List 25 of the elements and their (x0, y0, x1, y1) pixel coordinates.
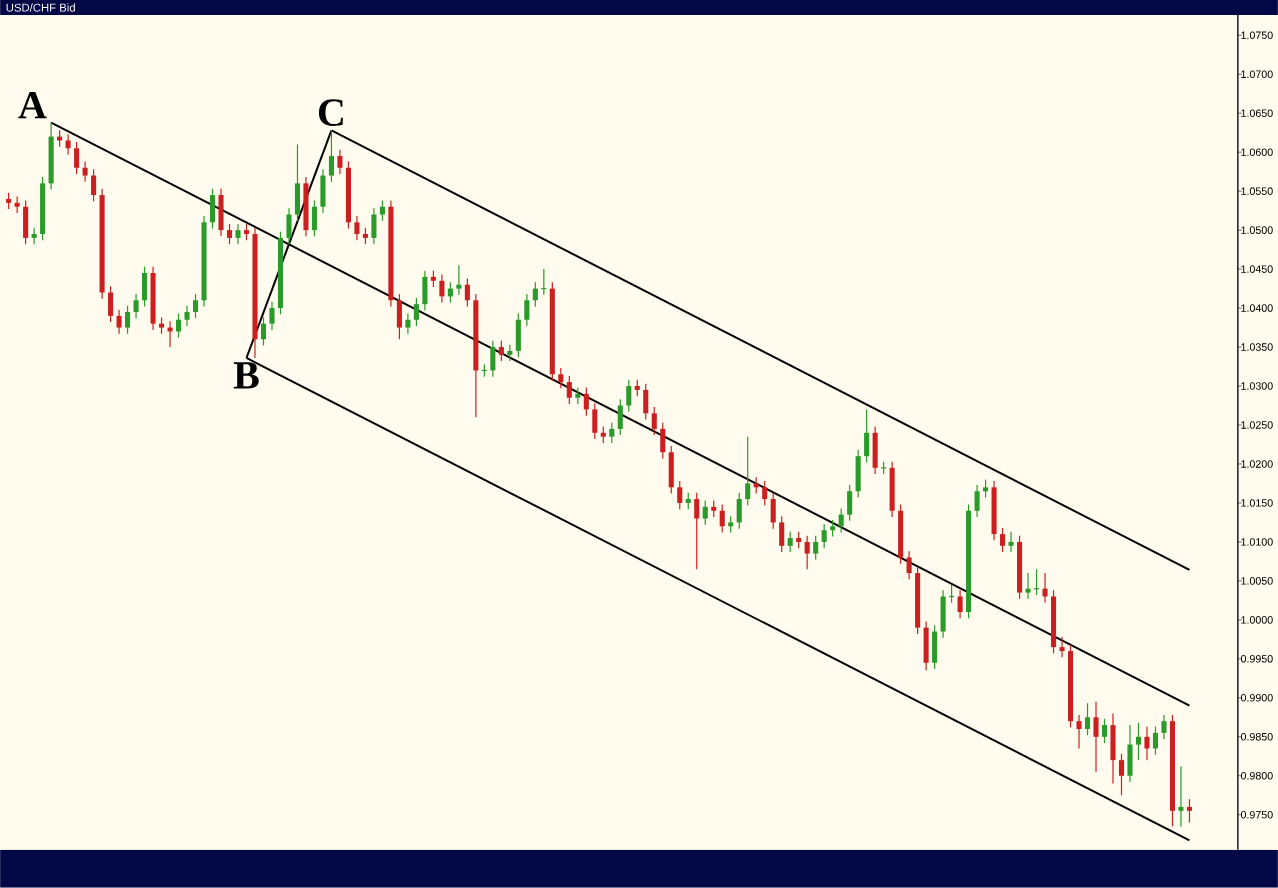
y-tick-label: 1.0050 (1241, 577, 1273, 585)
y-tick-label: 1.0650 (1241, 109, 1273, 118)
y-tick-label: 1.0000 (1241, 616, 1273, 624)
y-tick-label: 1.0200 (1241, 460, 1273, 468)
y-tick-label: 1.0500 (1241, 226, 1273, 234)
y-tick-label: 1.0550 (1241, 187, 1273, 196)
annotation: C (318, 99, 343, 127)
y-tick-label: 1.0250 (1241, 421, 1273, 429)
y-tick-label: 1.0750 (1241, 31, 1273, 40)
y-tick-label: 0.9900 (1240, 694, 1273, 702)
annotation: B (233, 362, 259, 389)
y-tick-label: 0.9800 (1240, 772, 1273, 780)
y-tick-label: 1.0700 (1241, 70, 1273, 79)
y-tick-label: 1.0600 (1241, 148, 1273, 157)
y-tick-label: 1.0450 (1241, 265, 1273, 273)
chart-title: USD/CHF Bid (6, 3, 75, 12)
y-tick-label: 1.0300 (1241, 382, 1273, 390)
y-tick-label: 0.9850 (1240, 733, 1273, 741)
y-tick-label: 1.0350 (1241, 343, 1273, 351)
annotation: A (18, 91, 47, 119)
y-tick-label: 1.0150 (1241, 499, 1273, 507)
y-tick-label: 1.0400 (1241, 304, 1273, 312)
y-tick-label: 0.9750 (1240, 811, 1273, 819)
y-tick-label: 1.0100 (1241, 538, 1273, 546)
y-tick-label: 0.9950 (1240, 655, 1273, 663)
